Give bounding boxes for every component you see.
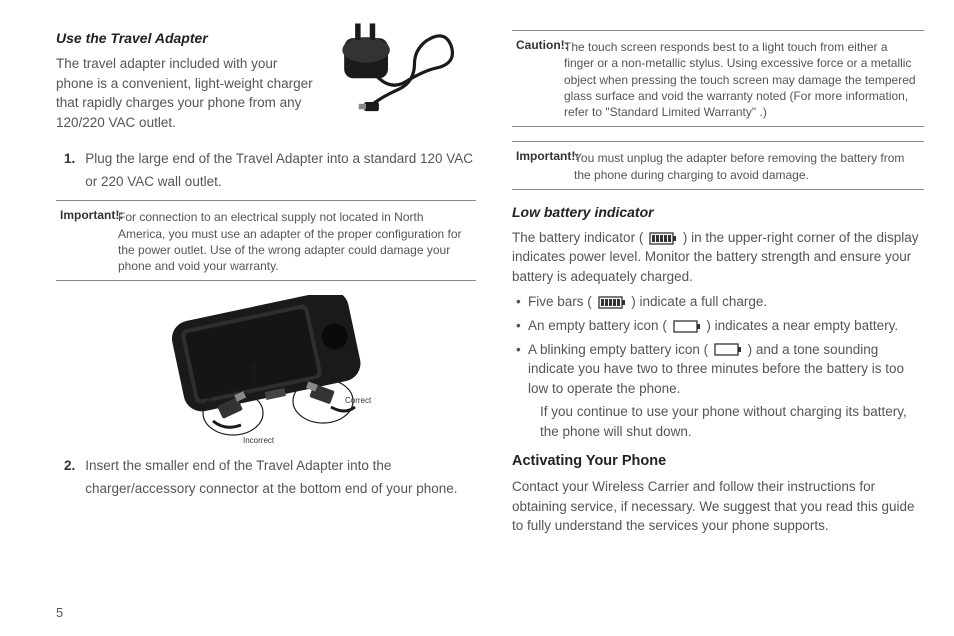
battery-empty-icon xyxy=(714,343,742,356)
note-lead: Caution!: xyxy=(516,38,569,52)
left-column: Use the Travel Adapter The travel adapte… xyxy=(56,30,476,542)
text-fragment: ) indicates a near empty battery. xyxy=(706,318,898,333)
step-text: Plug the large end of the Travel Adapter… xyxy=(85,148,476,194)
important-note-2: Important!: You must unplug the adapter … xyxy=(512,141,924,190)
note-lead: Important!: xyxy=(516,149,579,163)
text-fragment: ) indicate a full charge. xyxy=(631,294,767,309)
battery-full-icon xyxy=(649,232,677,245)
page-number: 5 xyxy=(56,605,63,620)
bullet-empty-battery: An empty battery icon ( ) indicates a ne… xyxy=(516,316,924,336)
label-correct: Correct xyxy=(345,396,372,405)
battery-empty-icon xyxy=(673,320,701,333)
text-fragment: An empty battery icon ( xyxy=(528,318,667,333)
heading-low-battery: Low battery indicator xyxy=(512,204,924,220)
caution-note: Caution!: The touch screen responds best… xyxy=(512,30,924,127)
activating-paragraph: Contact your Wireless Carrier and follow… xyxy=(512,477,924,536)
battery-full-icon xyxy=(598,296,626,309)
bullet-blinking-battery: A blinking empty battery icon ( ) and a … xyxy=(516,340,924,442)
right-column: Caution!: The touch screen responds best… xyxy=(512,30,924,542)
bullet-shutdown-text: If you continue to use your phone withou… xyxy=(528,402,924,441)
phone-connector-illustration: Incorrect Correct xyxy=(136,295,396,445)
note-body: For connection to an electrical supply n… xyxy=(60,209,472,274)
text-fragment: Five bars ( xyxy=(528,294,592,309)
note-lead: Important!: xyxy=(60,208,123,222)
label-incorrect: Incorrect xyxy=(243,436,275,445)
heading-activating: Activating Your Phone xyxy=(512,453,924,469)
low-battery-paragraph: The battery indicator ( ) in the upper-r… xyxy=(512,228,924,287)
intro-paragraph: The travel adapter included with your ph… xyxy=(56,54,313,132)
bullet-full-charge: Five bars ( ) indicate a full charge. xyxy=(516,292,924,312)
text-fragment: The battery indicator ( xyxy=(512,230,643,245)
note-body: You must unplug the adapter before remov… xyxy=(516,150,920,182)
heading-travel-adapter: Use the Travel Adapter xyxy=(56,30,313,46)
note-body: The touch screen responds best to a ligh… xyxy=(516,39,920,120)
important-note-1: Important!: For connection to an electri… xyxy=(56,200,476,281)
step-1: 1. Plug the large end of the Travel Adap… xyxy=(64,148,476,194)
step-text: Insert the smaller end of the Travel Ada… xyxy=(85,455,476,501)
step-2: 2. Insert the smaller end of the Travel … xyxy=(64,455,476,501)
text-fragment: A blinking empty battery icon ( xyxy=(528,342,708,357)
charger-illustration xyxy=(321,18,476,123)
step-number: 2. xyxy=(64,455,75,501)
step-number: 1. xyxy=(64,148,75,194)
